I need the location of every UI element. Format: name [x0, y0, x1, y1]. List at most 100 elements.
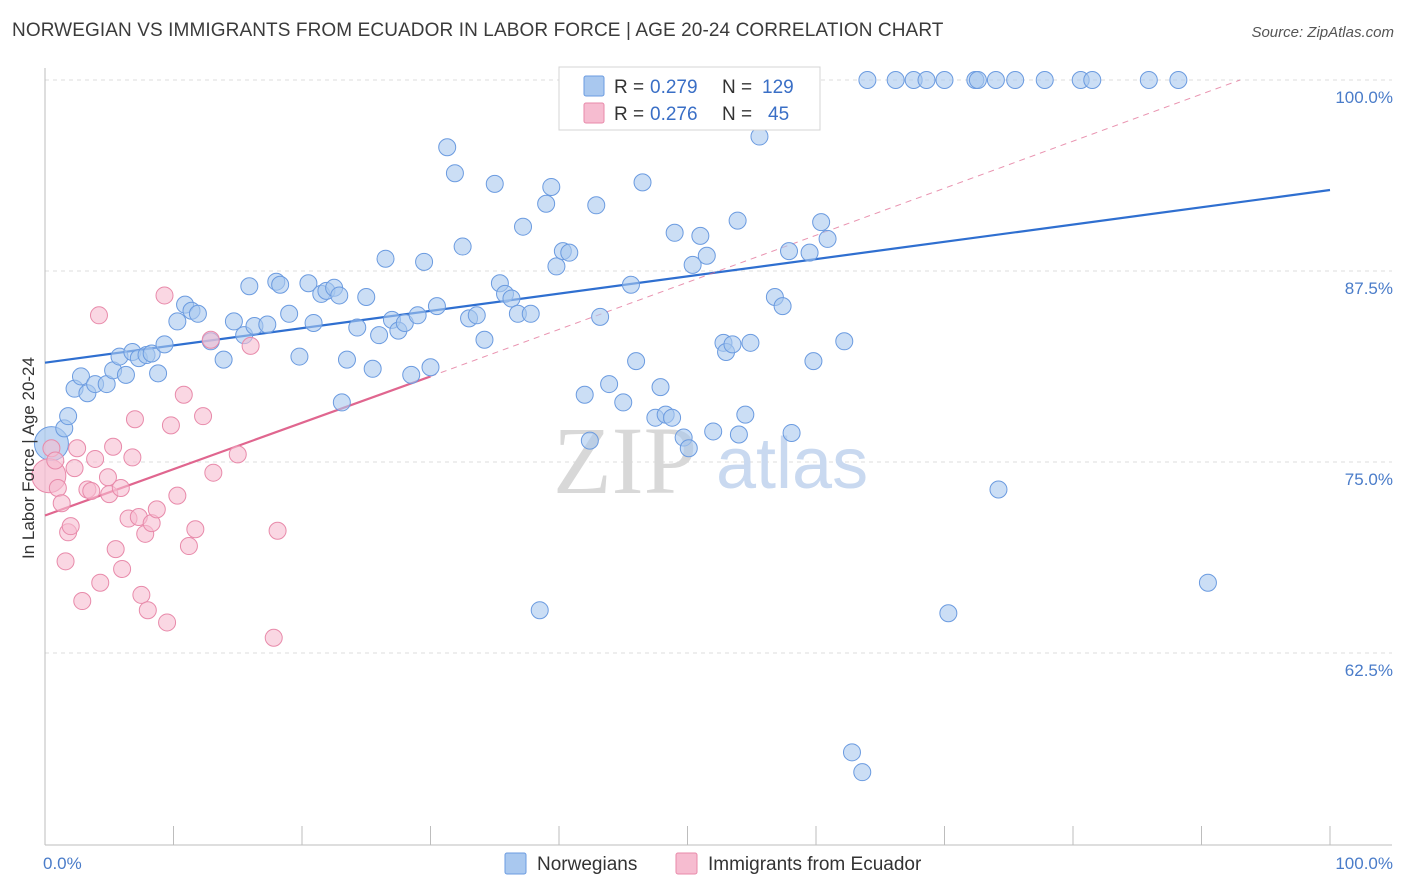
point-norwegian-95 [728, 211, 747, 230]
legend-swatch-ecuador [583, 102, 605, 124]
point-ecuador-9 [68, 439, 87, 458]
point-norwegian-98 [741, 333, 760, 352]
point-norwegian-97 [736, 405, 755, 424]
y-tick-label-2: 75.0% [1345, 470, 1393, 489]
point-norwegian-87 [679, 439, 698, 458]
point-norwegian-31 [290, 347, 309, 366]
point-norwegian-88 [683, 255, 702, 274]
legend-r-value-ecuador: 0.276 [650, 104, 698, 125]
point-ecuador-28 [138, 601, 157, 620]
trend-line-norwegians [44, 188, 1331, 364]
point-norwegian-109 [835, 332, 854, 351]
x-tick-label-right: 100.0% [1335, 854, 1393, 873]
point-norwegian-40 [348, 318, 367, 337]
point-ecuador-39 [201, 330, 220, 349]
point-ecuador-14 [89, 306, 108, 325]
point-norwegian-115 [935, 71, 954, 89]
trend-line-ecuador-extension [430, 79, 1241, 377]
legend-n-value-norwegians: 129 [762, 77, 794, 98]
point-norwegian-85 [665, 223, 684, 242]
legend-n-label-norwegians: N = [722, 77, 752, 98]
point-norwegian-67 [537, 194, 556, 213]
point-norwegian-74 [587, 196, 606, 215]
point-ecuador-19 [106, 540, 125, 559]
point-ecuador-40 [204, 463, 223, 482]
point-norwegian-99 [750, 127, 769, 146]
point-norwegian-16 [155, 335, 174, 354]
point-ecuador-37 [186, 520, 205, 539]
point-norwegian-55 [453, 237, 472, 256]
point-norwegian-66 [530, 601, 549, 620]
point-ecuador-20 [111, 478, 130, 497]
point-norwegian-75 [591, 307, 610, 326]
point-norwegian-120 [989, 480, 1008, 499]
point-norwegian-118 [968, 71, 987, 89]
point-ecuador-36 [179, 537, 198, 556]
point-ecuador-44 [264, 628, 283, 647]
point-norwegian-72 [575, 385, 594, 404]
point-norwegian-32 [299, 274, 318, 293]
y-tick-label-0: 100.0% [1335, 88, 1393, 107]
legend-r-label-norwegians: R = [614, 77, 644, 98]
point-ecuador-24 [125, 410, 144, 429]
point-ecuador-8 [65, 459, 84, 478]
point-norwegian-77 [614, 393, 633, 412]
point-norwegian-126 [1169, 71, 1188, 89]
legend-n-value-ecuador: 45 [768, 104, 789, 125]
point-norwegian-125 [1139, 71, 1158, 89]
point-ecuador-12 [82, 482, 101, 501]
legend-r-value-norwegians: 0.279 [650, 77, 698, 98]
point-ecuador-2 [46, 451, 65, 470]
point-norwegian-121 [1006, 71, 1025, 89]
point-ecuador-26 [132, 585, 151, 604]
bottom-legend-swatch-norwegians [504, 852, 527, 875]
point-norwegian-62 [502, 289, 521, 308]
point-ecuador-23 [123, 448, 142, 467]
point-norwegian-44 [376, 249, 395, 268]
point-norwegian-79 [627, 352, 646, 371]
point-norwegian-96 [729, 425, 748, 444]
series-legend: Norwegians Immigrants from Ecuador [504, 852, 922, 875]
point-norwegian-124 [1083, 71, 1102, 89]
point-norwegian-107 [812, 213, 831, 232]
point-norwegian-111 [858, 71, 877, 89]
point-norwegian-116 [939, 604, 958, 623]
point-norwegian-108 [818, 229, 837, 248]
point-norwegian-114 [917, 71, 936, 89]
point-norwegian-42 [363, 359, 382, 378]
point-norwegian-122 [1035, 71, 1054, 89]
point-ecuador-35 [174, 385, 193, 404]
stats-legend: R = 0.279 N = 129 R = 0.276 N = 45 [558, 66, 821, 131]
point-norwegian-106 [804, 352, 823, 371]
y-tick-label-3: 62.5% [1345, 661, 1393, 680]
point-norwegian-29 [271, 275, 290, 294]
point-norwegian-15 [149, 364, 168, 383]
point-norwegian-53 [438, 138, 457, 157]
y-tick-label-1: 87.5% [1345, 279, 1393, 298]
point-ecuador-38 [194, 407, 213, 426]
point-norwegian-68 [542, 177, 561, 196]
data-points [31, 71, 1217, 782]
point-ecuador-31 [155, 286, 174, 305]
x-tick-label-left: 0.0% [43, 854, 82, 873]
point-norwegian-14 [142, 344, 161, 363]
point-norwegian-49 [408, 306, 427, 325]
point-ecuador-34 [168, 486, 187, 505]
point-ecuador-43 [268, 521, 287, 540]
point-ecuador-4 [52, 494, 71, 513]
point-norwegian-128 [853, 763, 872, 782]
point-norwegian-103 [780, 242, 799, 261]
point-norwegian-4 [71, 367, 90, 386]
legend-n-label-ecuador: N = [722, 104, 752, 125]
point-norwegian-25 [240, 277, 259, 296]
point-norwegian-105 [800, 243, 819, 262]
point-norwegian-20 [188, 304, 207, 323]
point-norwegian-41 [357, 287, 376, 306]
point-ecuador-30 [147, 500, 166, 519]
point-norwegian-84 [663, 408, 682, 427]
point-norwegian-17 [168, 312, 187, 331]
point-norwegian-65 [521, 304, 540, 323]
point-ecuador-42 [241, 336, 260, 355]
point-norwegian-59 [485, 174, 504, 193]
